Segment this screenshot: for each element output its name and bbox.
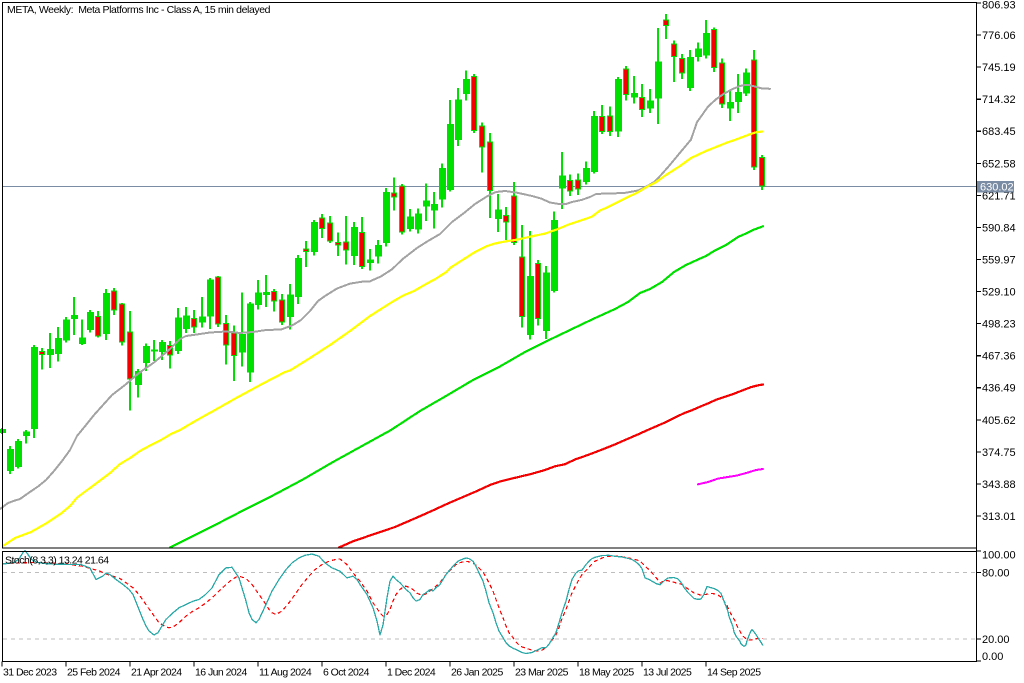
svg-text:6 Oct 2024: 6 Oct 2024 bbox=[323, 667, 370, 679]
svg-text:18 May 2025: 18 May 2025 bbox=[579, 667, 634, 679]
svg-text:405.62: 405.62 bbox=[982, 415, 1016, 427]
svg-text:467.36: 467.36 bbox=[982, 351, 1016, 363]
svg-text:590.84: 590.84 bbox=[982, 222, 1016, 234]
svg-text:26 Jan 2025: 26 Jan 2025 bbox=[451, 667, 503, 679]
svg-text:Stoch(8,3,3) 13.24 21.64: Stoch(8,3,3) 13.24 21.64 bbox=[5, 555, 109, 567]
svg-text:20.00: 20.00 bbox=[982, 634, 1010, 646]
svg-text:313.01: 313.01 bbox=[982, 511, 1016, 523]
svg-text:683.45: 683.45 bbox=[982, 126, 1016, 138]
svg-text:714.32: 714.32 bbox=[982, 94, 1016, 106]
svg-text:374.75: 374.75 bbox=[982, 447, 1016, 459]
svg-text:16 Jun 2024: 16 Jun 2024 bbox=[195, 667, 247, 679]
svg-text:630.02: 630.02 bbox=[980, 182, 1014, 194]
svg-text:652.58: 652.58 bbox=[982, 158, 1016, 170]
svg-text:498.23: 498.23 bbox=[982, 319, 1016, 331]
svg-text:31 Dec 2023: 31 Dec 2023 bbox=[3, 667, 57, 679]
svg-text:806.93: 806.93 bbox=[982, 0, 1016, 12]
svg-text:23 Mar 2025: 23 Mar 2025 bbox=[515, 667, 569, 679]
svg-text:529.10: 529.10 bbox=[982, 287, 1016, 299]
svg-text:1 Dec 2024: 1 Dec 2024 bbox=[387, 667, 436, 679]
svg-text:80.00: 80.00 bbox=[982, 567, 1010, 579]
svg-text:11 Aug 2024: 11 Aug 2024 bbox=[259, 667, 312, 679]
svg-text:776.06: 776.06 bbox=[982, 30, 1016, 42]
svg-text:100.00: 100.00 bbox=[982, 550, 1016, 562]
svg-text:745.19: 745.19 bbox=[982, 62, 1016, 74]
svg-text:25 Feb 2024: 25 Feb 2024 bbox=[67, 667, 121, 679]
svg-text:13 Jul 2025: 13 Jul 2025 bbox=[643, 667, 692, 679]
svg-text:621.71: 621.71 bbox=[982, 190, 1016, 202]
svg-text:343.88: 343.88 bbox=[982, 479, 1016, 491]
svg-text:META, Weekly: Meta Platforms: META, Weekly: Meta Platforms Inc - Class… bbox=[7, 4, 271, 16]
svg-text:14 Sep 2025: 14 Sep 2025 bbox=[707, 667, 761, 679]
svg-text:0.00: 0.00 bbox=[982, 651, 1003, 663]
svg-text:21 Apr 2024: 21 Apr 2024 bbox=[131, 667, 182, 679]
svg-text:436.49: 436.49 bbox=[982, 383, 1016, 395]
svg-text:559.97: 559.97 bbox=[982, 255, 1016, 267]
